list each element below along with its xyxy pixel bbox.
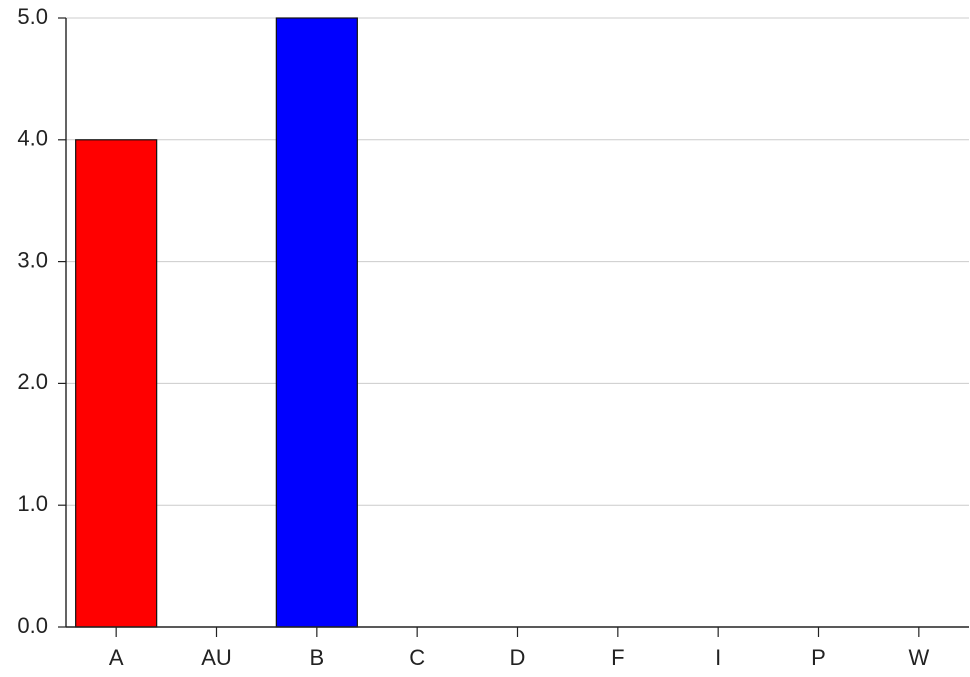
y-tick-label: 0.0 <box>17 613 48 638</box>
y-tick-label: 1.0 <box>17 491 48 516</box>
y-tick-label: 3.0 <box>17 247 48 272</box>
x-tick-label: F <box>611 645 624 670</box>
x-tick-label: B <box>309 645 324 670</box>
x-tick-label: AU <box>201 645 232 670</box>
x-tick-labels: A AU B C D F I P W <box>109 645 930 670</box>
grid-lines <box>66 18 969 505</box>
x-tick-label: C <box>409 645 425 670</box>
x-tick-label: I <box>715 645 721 670</box>
bars <box>76 18 358 627</box>
axes <box>58 18 969 637</box>
y-tick-label: 5.0 <box>17 4 48 29</box>
bar-b <box>276 18 357 627</box>
x-tick-label: W <box>908 645 929 670</box>
x-tick-label: D <box>510 645 526 670</box>
bar-a <box>76 140 157 627</box>
y-tick-label: 4.0 <box>17 126 48 151</box>
x-tick-label: A <box>109 645 124 670</box>
x-tick-label: P <box>811 645 826 670</box>
y-tick-labels: 0.0 1.0 2.0 3.0 4.0 5.0 <box>17 4 48 638</box>
y-tick-label: 2.0 <box>17 369 48 394</box>
